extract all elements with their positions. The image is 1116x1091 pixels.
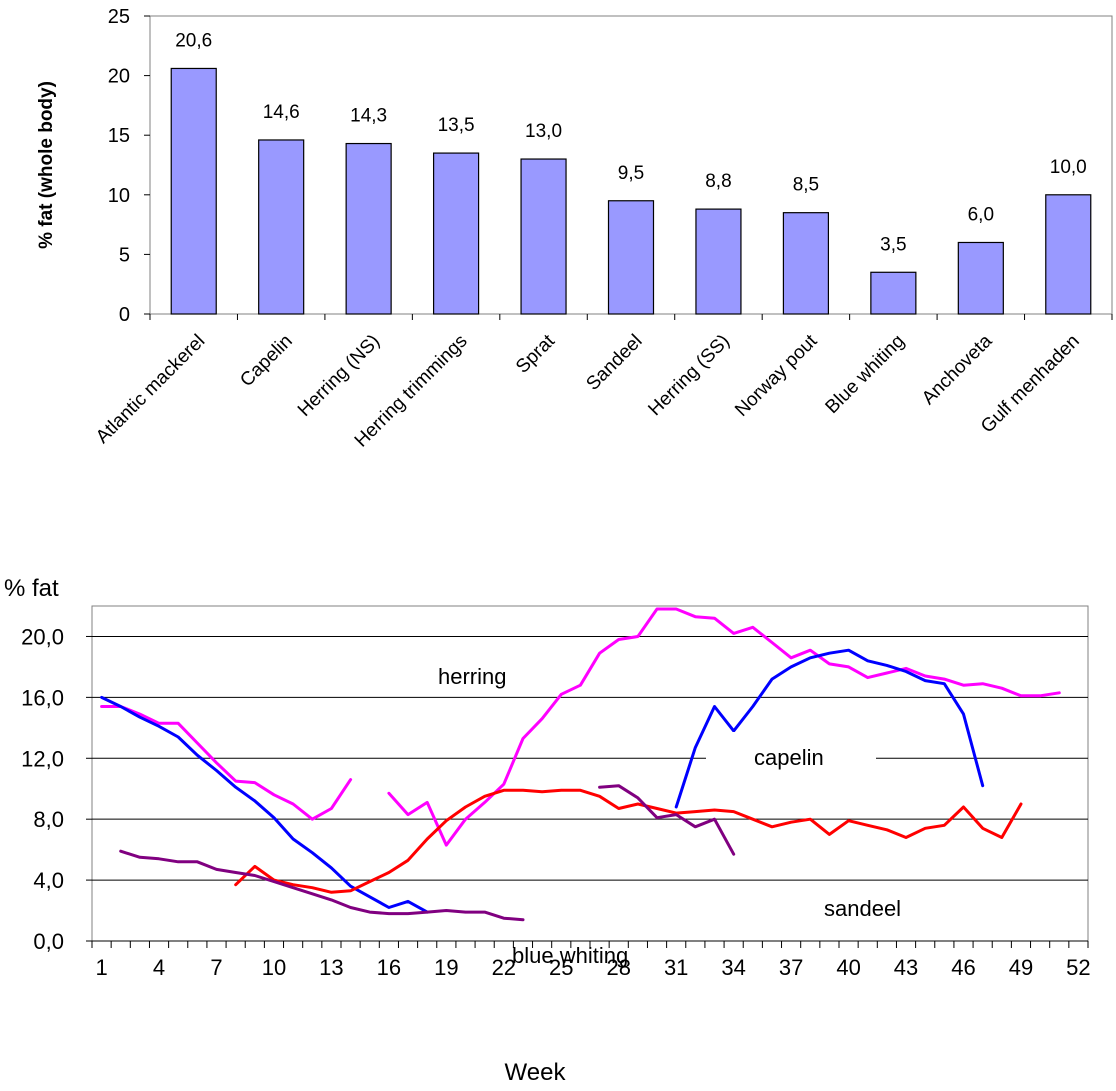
bar-y-tick-label: 5 xyxy=(119,244,130,266)
bar-category-label: Sandeel xyxy=(582,331,646,395)
line-plot-area xyxy=(91,605,1089,942)
bar-y-axis-label: % fat (whole body) xyxy=(36,81,57,249)
annotation-capelin: capelin xyxy=(754,745,824,770)
line-y-axis: 0,0 4,0 8,0 12,0 16,0 20,0 xyxy=(21,624,1088,954)
bar-value-label: 13,0 xyxy=(525,121,562,142)
line-x-tick-label: 40 xyxy=(836,955,860,980)
line-x-tick-label: 25 xyxy=(549,955,573,980)
bar-value-label: 20,6 xyxy=(175,30,212,51)
line-x-axis-label: Week xyxy=(505,1059,567,1086)
bar-series xyxy=(170,67,1092,315)
bar xyxy=(607,200,655,315)
series-line-blue-whiting xyxy=(119,849,525,922)
bar-value-label: 13,5 xyxy=(438,115,475,136)
bar-category-label: Norway pout xyxy=(731,330,822,421)
line-x-tick-label: 28 xyxy=(606,955,630,980)
line-x-tick-label: 7 xyxy=(210,955,222,980)
bar-y-tick-label: 25 xyxy=(108,6,130,28)
bar-category-label: Herring (SS) xyxy=(644,331,734,421)
bar xyxy=(170,67,217,315)
series-line-capelin xyxy=(100,695,429,914)
series-line-capelin xyxy=(674,648,985,809)
bar-value-label: 14,3 xyxy=(350,106,387,127)
annotation-herring: herring xyxy=(438,664,506,689)
line-y-tick-label: 12,0 xyxy=(21,746,64,771)
bar-category-label: Blue whiting xyxy=(822,331,909,418)
bar xyxy=(782,212,830,315)
line-x-tick-label: 16 xyxy=(377,955,401,980)
bar-category-label: Herring (NS) xyxy=(294,331,384,421)
annotation-blue-whiting: blue whiting xyxy=(512,943,628,968)
line-x-tick-label: 43 xyxy=(894,955,918,980)
line-y-tick-label: 16,0 xyxy=(21,685,64,710)
line-x-tick-label: 49 xyxy=(1009,955,1033,980)
line-y-tick-label: 0,0 xyxy=(33,929,64,954)
bar-y-tick-label: 15 xyxy=(108,125,130,147)
bar-value-label: 10,0 xyxy=(1050,157,1087,178)
bar-value-label: 14,6 xyxy=(263,102,300,123)
bar-value-label: 8,5 xyxy=(793,175,819,196)
line-y-axis-label: % fat xyxy=(4,575,59,602)
bar xyxy=(957,241,1004,315)
bar xyxy=(870,271,917,315)
series-line-herring xyxy=(100,705,353,821)
series-line-sandeel xyxy=(234,788,1023,894)
bar xyxy=(345,142,392,315)
bar-category-label: Anchoveta xyxy=(918,330,997,409)
line-x-axis: 1 4 7 10 13 16 19 22 25 28 31 34 37 40 43 46 49 52 xyxy=(91,941,1091,980)
line-y-tick-label: 20,0 xyxy=(21,624,64,649)
bar-y-tick-label: 0 xyxy=(119,304,130,326)
line-y-tick-label: 4,0 xyxy=(33,868,64,893)
bar-value-label: 6,0 xyxy=(968,204,994,225)
line-x-tick-label: 46 xyxy=(951,955,975,980)
capelin-label-mask xyxy=(706,732,876,774)
bar xyxy=(1045,194,1092,315)
line-x-tick-label: 19 xyxy=(434,955,458,980)
bar-category-label: Sprat xyxy=(512,330,559,377)
line-series-group xyxy=(100,607,1061,922)
line-x-tick-label: 52 xyxy=(1066,955,1090,980)
bar-value-label: 9,5 xyxy=(618,163,644,184)
line-chart: 0,0 4,0 8,0 12,0 16,0 20,0 1 4 7 10 13 16 19 22 25 28 3… xyxy=(4,575,1091,1086)
bar xyxy=(258,139,305,315)
bar-value-label: 8,8 xyxy=(705,171,731,192)
line-x-tick-label: 22 xyxy=(492,955,516,980)
line-x-tick-label: 31 xyxy=(664,955,688,980)
bar-chart: % fat (whole body) 0 5 10 15 20 25 20,6 14,6 14… xyxy=(36,6,1113,452)
line-x-tick-label: 37 xyxy=(779,955,803,980)
bar xyxy=(432,152,480,315)
line-x-tick-label: 4 xyxy=(153,955,165,980)
bar-y-tick-label: 20 xyxy=(108,66,130,88)
line-y-tick-label: 8,0 xyxy=(33,807,64,832)
series-line-herring xyxy=(387,607,1061,847)
bar-value-labels: 20,6 14,6 14,3 13,5 13,0 9,5 8,8 8,5 3,5 6,0 10,0 xyxy=(175,30,1087,255)
bar-category-label: Atlantic mackerel xyxy=(92,331,209,448)
bar-category-label: Capelin xyxy=(236,331,296,391)
line-x-tick-label: 10 xyxy=(262,955,286,980)
bar xyxy=(520,158,567,315)
bar-y-tick-label: 10 xyxy=(108,185,130,207)
line-x-tick-label: 13 xyxy=(319,955,343,980)
bar-y-axis: 0 5 10 15 20 25 xyxy=(108,6,150,326)
line-x-tick-label: 1 xyxy=(95,955,107,980)
line-gridlines xyxy=(92,635,1088,881)
line-x-tick-label: 34 xyxy=(721,955,745,980)
bar-value-label: 3,5 xyxy=(880,234,906,255)
annotation-sandeel: sandeel xyxy=(824,896,901,921)
bar xyxy=(695,208,742,315)
series-line-blue-whiting xyxy=(598,784,736,856)
sandeel-label-mask xyxy=(790,886,956,924)
